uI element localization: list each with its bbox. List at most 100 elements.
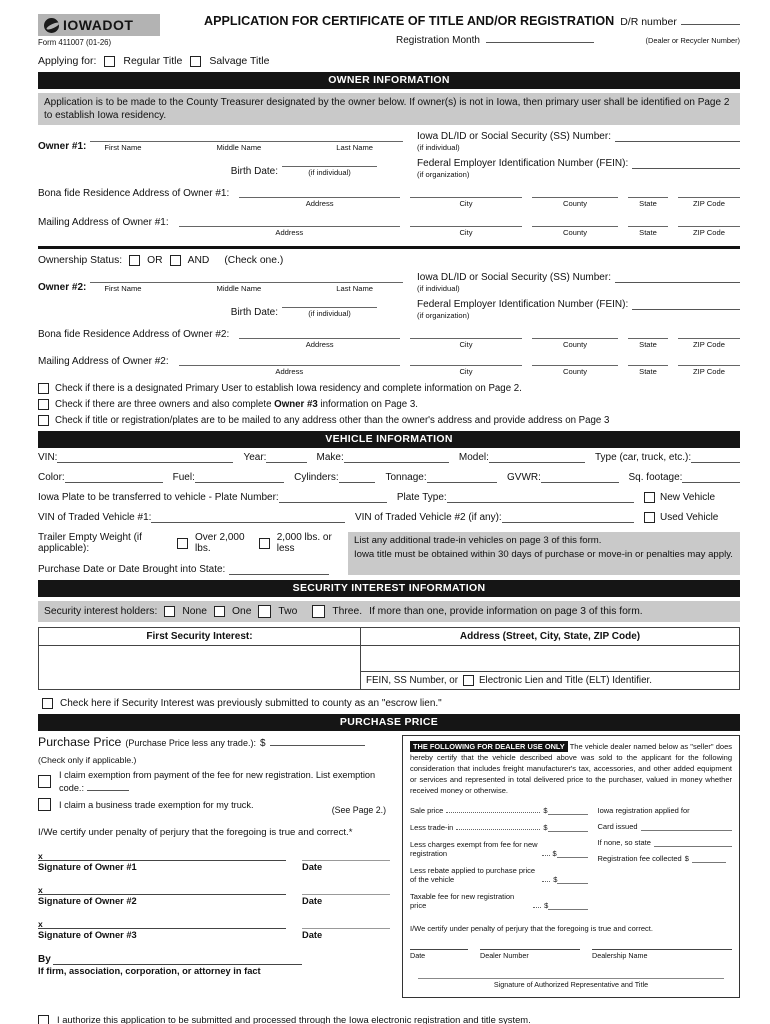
- fein-if-organization-note: (if organization): [417, 170, 470, 179]
- traded-vehicle1-field[interactable]: [151, 512, 345, 523]
- owner1-fein-field[interactable]: [632, 158, 740, 169]
- three-owners-checkbox[interactable]: [38, 399, 49, 410]
- owner1-mailing-state-field[interactable]: [628, 216, 668, 227]
- color-field[interactable]: [64, 472, 163, 483]
- owner1-signature-field[interactable]: [38, 860, 286, 861]
- elt-checkbox[interactable]: [463, 675, 475, 686]
- salvage-title-label: Salvage Title: [209, 55, 270, 67]
- owner2-mailing-city-field[interactable]: [410, 355, 522, 366]
- owner2-mailing-address-field[interactable]: [178, 355, 400, 366]
- traded-vehicle1-label: VIN of Traded Vehicle #1:: [38, 512, 152, 523]
- primary-user-checkbox[interactable]: [38, 383, 49, 394]
- signature-x-mark: x: [38, 919, 43, 929]
- model-field[interactable]: [488, 452, 585, 463]
- sq-footage-field[interactable]: [682, 472, 741, 483]
- mail-other-address-checkbox[interactable]: [38, 415, 49, 426]
- trailer-over-checkbox[interactable]: [177, 537, 189, 549]
- purchase-price-field[interactable]: [269, 735, 365, 746]
- by-signature-field[interactable]: [52, 964, 302, 965]
- owner2-name-field[interactable]: [90, 272, 404, 283]
- new-vehicle-checkbox[interactable]: [644, 492, 655, 503]
- security-address-field[interactable]: [361, 646, 739, 672]
- owner1-dl-ss-field[interactable]: [614, 131, 740, 142]
- used-vehicle-label: Used Vehicle: [660, 512, 719, 523]
- owner1-residence-address-field[interactable]: [239, 187, 400, 198]
- iowa-dot-logo-text: IOWADOT: [63, 17, 134, 33]
- owner1-residence-city-field[interactable]: [410, 187, 522, 198]
- make-field[interactable]: [343, 452, 449, 463]
- new-vehicle-label: New Vehicle: [660, 492, 716, 503]
- cylinders-field[interactable]: [338, 472, 376, 483]
- less-charges-field[interactable]: [556, 849, 588, 859]
- owner2-mailing-zip-field[interactable]: [678, 355, 740, 366]
- less-trade-in-field[interactable]: [547, 823, 588, 833]
- year-field[interactable]: [266, 452, 307, 463]
- less-rebate-field[interactable]: [557, 875, 588, 885]
- used-vehicle-checkbox[interactable]: [644, 512, 655, 523]
- owner2-residence-address-field[interactable]: [239, 328, 400, 339]
- ownership-and-checkbox[interactable]: [169, 255, 181, 266]
- address-sublabel: Address: [305, 199, 334, 208]
- owner1-residence-state-field[interactable]: [628, 187, 668, 198]
- owner2-fein-field[interactable]: [632, 299, 740, 310]
- owner2-birth-date-field[interactable]: [282, 297, 378, 308]
- owner2-residence-zip-field[interactable]: [678, 328, 740, 339]
- holders-three-checkbox[interactable]: [312, 605, 326, 618]
- tonnage-field[interactable]: [426, 472, 497, 483]
- if-none-field[interactable]: [653, 838, 732, 848]
- plate-type-field[interactable]: [446, 492, 634, 503]
- escrow-lien-checkbox[interactable]: [42, 698, 53, 709]
- city-sublabel: City: [459, 199, 473, 208]
- owner3-signature-field[interactable]: [38, 928, 286, 929]
- owner1-mailing-zip-field[interactable]: [678, 216, 740, 227]
- exemption-code-field[interactable]: [86, 780, 129, 791]
- salvage-title-checkbox[interactable]: [190, 55, 202, 67]
- owner2-signature-field[interactable]: [38, 894, 286, 895]
- ownership-or-checkbox[interactable]: [129, 255, 141, 266]
- trailer-under-checkbox[interactable]: [258, 537, 270, 549]
- business-trade-exemption-checkbox[interactable]: [38, 798, 51, 811]
- owner1-residence-zip-field[interactable]: [678, 187, 740, 198]
- owner2-residence-city-field[interactable]: [410, 328, 522, 339]
- owner1-mailing-county-field[interactable]: [532, 216, 618, 227]
- owner2-signature-date-field[interactable]: [302, 894, 390, 895]
- business-trade-exemption-label: I claim a business trade exemption for m…: [59, 799, 254, 810]
- purchase-date-field[interactable]: [229, 564, 330, 575]
- electronic-system-checkbox[interactable]: [38, 1015, 49, 1024]
- owner1-name-field[interactable]: [90, 131, 404, 142]
- iowa-registration-label: Iowa registration applied for: [597, 806, 690, 816]
- card-issued-field[interactable]: [640, 822, 732, 832]
- owner2-residence-state-field[interactable]: [628, 328, 668, 339]
- owner2-dl-ss-field[interactable]: [614, 272, 740, 283]
- owner1-residence-county-field[interactable]: [532, 187, 618, 198]
- registration-fee-field[interactable]: [691, 854, 726, 864]
- sq-footage-label: Sq. footage:: [628, 472, 683, 483]
- type-field[interactable]: [691, 452, 741, 463]
- owner2-mailing-state-field[interactable]: [628, 355, 668, 366]
- dr-number-field[interactable]: [680, 14, 740, 25]
- owner3-signature-date-field[interactable]: [302, 928, 390, 929]
- holders-one-checkbox[interactable]: [213, 606, 225, 617]
- owner1-mailing-address-field[interactable]: [178, 216, 400, 227]
- state-sublabel: State: [639, 367, 657, 376]
- sale-price-field[interactable]: [547, 806, 588, 816]
- owner2-mailing-county-field[interactable]: [532, 355, 618, 366]
- traded-vehicle2-field[interactable]: [501, 512, 634, 523]
- fee-exemption-checkbox[interactable]: [38, 775, 51, 788]
- date-label: Date: [302, 930, 323, 940]
- taxable-fee-field[interactable]: [548, 901, 588, 911]
- first-security-interest-field[interactable]: [39, 646, 361, 689]
- owner1-signature-date-field[interactable]: [302, 860, 390, 861]
- owner1-mailing-city-field[interactable]: [410, 216, 522, 227]
- registration-month-field[interactable]: [485, 32, 594, 43]
- vin-field[interactable]: [57, 452, 234, 463]
- plate-number-field[interactable]: [278, 492, 387, 503]
- fuel-field[interactable]: [194, 472, 285, 483]
- gvwr-field[interactable]: [540, 472, 619, 483]
- owner1-birth-date-field[interactable]: [282, 156, 378, 167]
- owner2-residence-county-field[interactable]: [532, 328, 618, 339]
- owner-note: Application is to be made to the County …: [38, 93, 740, 125]
- holders-two-checkbox[interactable]: [258, 605, 272, 618]
- holders-none-checkbox[interactable]: [164, 606, 176, 617]
- regular-title-checkbox[interactable]: [104, 55, 116, 67]
